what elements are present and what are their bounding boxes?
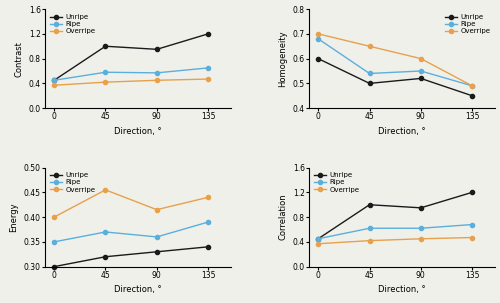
Unripe	[366, 203, 372, 207]
Ripe	[315, 237, 321, 241]
Line: Ripe: Ripe	[52, 220, 210, 244]
Y-axis label: Homogeneity: Homogeneity	[278, 30, 287, 87]
Unripe	[205, 245, 211, 249]
Line: Ripe: Ripe	[52, 66, 210, 82]
Y-axis label: Correlation: Correlation	[278, 194, 287, 240]
Ripe	[418, 69, 424, 73]
Legend: Unripe, Ripe, Overripe: Unripe, Ripe, Overripe	[48, 171, 96, 194]
Y-axis label: Energy: Energy	[10, 202, 18, 232]
Unripe	[418, 77, 424, 80]
Overripe	[51, 83, 57, 87]
Overripe	[315, 242, 321, 245]
Ripe	[154, 235, 160, 239]
Line: Overripe: Overripe	[52, 188, 210, 219]
Overripe	[315, 32, 321, 36]
Unripe	[102, 255, 108, 258]
Ripe	[51, 240, 57, 244]
Line: Unripe: Unripe	[316, 190, 474, 241]
Overripe	[205, 77, 211, 81]
Ripe	[469, 84, 475, 88]
Line: Ripe: Ripe	[316, 37, 474, 88]
Overripe	[366, 239, 372, 242]
Overripe	[418, 237, 424, 241]
Overripe	[469, 236, 475, 239]
Unripe	[366, 82, 372, 85]
Overripe	[366, 45, 372, 48]
Overripe	[154, 78, 160, 82]
Ripe	[205, 66, 211, 70]
Y-axis label: Contrast: Contrast	[14, 41, 23, 77]
Unripe	[469, 94, 475, 98]
Line: Unripe: Unripe	[316, 57, 474, 98]
Legend: Unripe, Ripe, Overripe: Unripe, Ripe, Overripe	[312, 171, 360, 194]
Line: Overripe: Overripe	[52, 77, 210, 87]
Ripe	[154, 71, 160, 75]
X-axis label: Direction, °: Direction, °	[114, 127, 162, 136]
Ripe	[366, 72, 372, 75]
Ripe	[418, 226, 424, 230]
Line: Unripe: Unripe	[52, 32, 210, 82]
Overripe	[51, 215, 57, 219]
Unripe	[154, 48, 160, 51]
Overripe	[418, 57, 424, 60]
Overripe	[469, 84, 475, 88]
Overripe	[102, 80, 108, 84]
Ripe	[102, 70, 108, 74]
X-axis label: Direction, °: Direction, °	[114, 285, 162, 294]
Unripe	[315, 237, 321, 241]
Overripe	[102, 188, 108, 192]
Overripe	[154, 208, 160, 211]
X-axis label: Direction, °: Direction, °	[378, 285, 426, 294]
Unripe	[51, 265, 57, 268]
Unripe	[102, 45, 108, 48]
Unripe	[469, 191, 475, 194]
Legend: Unripe, Ripe, Overripe: Unripe, Ripe, Overripe	[48, 12, 96, 35]
Unripe	[418, 206, 424, 210]
Line: Overripe: Overripe	[316, 32, 474, 88]
Legend: Unripe, Ripe, Overripe: Unripe, Ripe, Overripe	[444, 12, 492, 35]
Ripe	[205, 220, 211, 224]
Ripe	[102, 230, 108, 234]
Overripe	[205, 195, 211, 199]
Line: Overripe: Overripe	[316, 235, 474, 246]
Ripe	[51, 78, 57, 82]
Unripe	[154, 250, 160, 254]
Ripe	[366, 226, 372, 230]
Ripe	[315, 37, 321, 41]
Unripe	[315, 57, 321, 60]
Ripe	[469, 223, 475, 226]
Line: Ripe: Ripe	[316, 222, 474, 241]
Unripe	[205, 32, 211, 36]
Unripe	[51, 78, 57, 82]
X-axis label: Direction, °: Direction, °	[378, 127, 426, 136]
Line: Unripe: Unripe	[52, 245, 210, 269]
